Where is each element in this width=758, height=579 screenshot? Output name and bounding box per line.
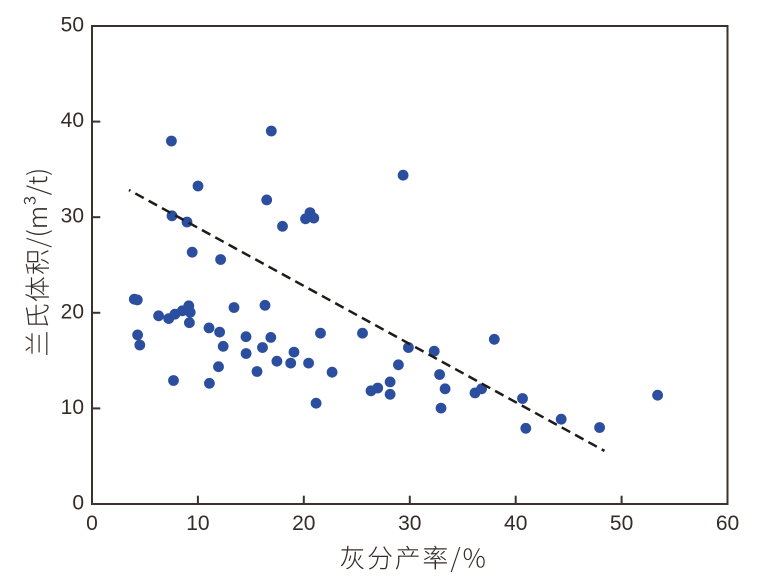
svg-text:20: 20	[292, 512, 315, 535]
svg-text:0: 0	[86, 512, 98, 535]
svg-text:10: 10	[186, 512, 209, 535]
svg-text:50: 50	[610, 512, 633, 535]
svg-text:50: 50	[61, 14, 84, 37]
svg-text:40: 40	[504, 512, 527, 535]
svg-text:60: 60	[716, 512, 739, 535]
svg-text:30: 30	[61, 205, 84, 228]
svg-text:40: 40	[61, 109, 84, 132]
svg-text:0: 0	[72, 492, 84, 515]
svg-text:10: 10	[61, 396, 84, 419]
svg-text:30: 30	[398, 512, 421, 535]
svg-text:20: 20	[61, 300, 84, 323]
